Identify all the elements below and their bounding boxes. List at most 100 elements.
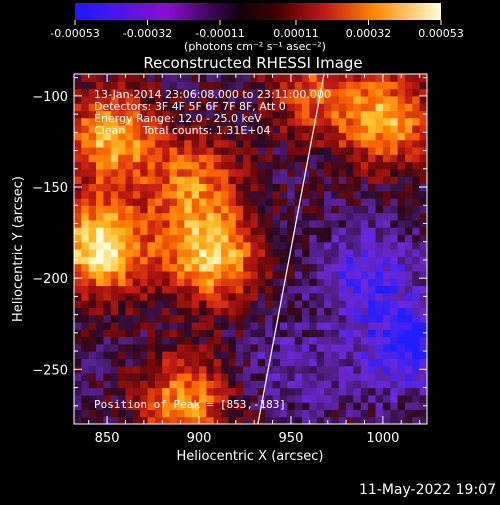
heatmap-cell — [103, 256, 112, 265]
heatmap-cell — [331, 292, 340, 301]
heatmap-cell — [324, 125, 332, 133]
heatmap-cell — [110, 380, 119, 389]
heatmap-cell — [353, 176, 362, 184]
heatmap-cell — [88, 394, 97, 403]
heatmap-cell — [353, 132, 362, 141]
heatmap-cell — [397, 241, 406, 250]
heatmap-cell — [382, 329, 391, 338]
heatmap-cell — [412, 183, 421, 192]
heatmap-cell — [162, 125, 171, 133]
heatmap-cell — [324, 278, 332, 287]
heatmap-cell — [221, 190, 230, 199]
heatmap-cell — [324, 190, 332, 199]
heatmap-cell — [132, 154, 141, 163]
heatmap-cell — [419, 161, 427, 170]
heatmap-cell — [331, 365, 340, 374]
heatmap-cell — [221, 358, 230, 367]
heatmap-cell — [324, 285, 332, 294]
heatmap-cell — [324, 212, 332, 221]
heatmap-cell — [324, 183, 332, 192]
heatmap-cell — [419, 88, 427, 97]
heatmap-cell — [272, 168, 281, 177]
x-tick-label: 900 — [187, 431, 212, 446]
heatmap-cell — [110, 329, 119, 338]
heatmap-cell — [213, 387, 222, 396]
heatmap-cell — [96, 168, 105, 177]
heatmap-cell — [154, 183, 163, 192]
heatmap-cell — [118, 336, 127, 345]
heatmap-cell — [140, 249, 149, 257]
heatmap-cell — [140, 263, 149, 272]
heatmap-cell — [140, 278, 149, 287]
heatmap-cell — [265, 241, 274, 250]
heatmap-cell — [360, 197, 369, 206]
heatmap-cell — [154, 132, 163, 141]
heatmap-cell — [272, 154, 281, 163]
heatmap-cell — [147, 351, 156, 359]
heatmap-cell — [140, 380, 149, 389]
heatmap-cell — [309, 372, 318, 381]
heatmap-cell — [176, 183, 185, 192]
heatmap-cell — [346, 380, 355, 389]
heatmap-cell — [147, 343, 156, 352]
heatmap-cell — [316, 285, 325, 294]
heatmap-cell — [346, 329, 355, 338]
heatmap-cell — [199, 176, 207, 184]
heatmap-cell — [110, 117, 119, 126]
heatmap-cell — [184, 146, 193, 155]
heatmap-cell — [250, 117, 259, 126]
heatmap-cell — [221, 212, 230, 221]
heatmap-cell — [199, 234, 207, 243]
heatmap-cell — [368, 110, 377, 119]
heatmap-cell — [103, 387, 112, 396]
heatmap-cell — [287, 234, 296, 243]
heatmap-cell — [132, 358, 141, 367]
heatmap-cell — [346, 292, 355, 301]
heatmap-cell — [368, 117, 377, 126]
heatmap-cell — [110, 227, 119, 236]
heatmap-cell — [140, 176, 149, 184]
heatmap-cell — [199, 168, 207, 177]
heatmap-cell — [316, 212, 325, 221]
heatmap-cell — [235, 74, 244, 82]
heatmap-cell — [125, 132, 134, 141]
heatmap-cell — [74, 270, 82, 279]
heatmap-cell — [316, 176, 325, 184]
heatmap-cell — [301, 365, 310, 374]
heatmap-cell — [397, 387, 406, 396]
heatmap-cell — [397, 234, 406, 243]
heatmap-cell — [191, 292, 200, 301]
heatmap-cell — [235, 380, 244, 389]
heatmap-cell — [235, 139, 244, 148]
heatmap-cell — [346, 190, 355, 199]
heatmap-cell — [368, 95, 377, 104]
heatmap-cell — [110, 103, 119, 112]
heatmap-cell — [228, 409, 237, 418]
heatmap-cell — [419, 168, 427, 177]
heatmap-cell — [243, 117, 252, 126]
heatmap-cell — [390, 365, 399, 374]
heatmap-cell — [346, 146, 355, 155]
heatmap-cell — [419, 81, 427, 90]
heatmap-cell — [346, 168, 355, 177]
heatmap-cell — [331, 300, 340, 308]
heatmap-cell — [125, 125, 134, 133]
heatmap-cell — [353, 402, 362, 411]
heatmap-cell — [184, 387, 193, 396]
heatmap-cell — [162, 409, 171, 418]
heatmap-cell — [88, 110, 97, 119]
heatmap-cell — [154, 88, 163, 97]
heatmap-cell — [331, 81, 340, 90]
heatmap-cell — [199, 409, 207, 418]
heatmap-cell — [147, 103, 156, 112]
heatmap-cell — [257, 227, 266, 236]
heatmap-cell — [228, 336, 237, 345]
heatmap-cell — [243, 329, 252, 338]
heatmap-cell — [346, 365, 355, 374]
heatmap-cell — [265, 161, 274, 170]
heatmap-cell — [199, 146, 207, 155]
heatmap-cell — [199, 270, 207, 279]
heatmap-cell — [375, 212, 384, 221]
heatmap-cell — [110, 234, 119, 243]
heatmap-cell — [294, 300, 303, 308]
